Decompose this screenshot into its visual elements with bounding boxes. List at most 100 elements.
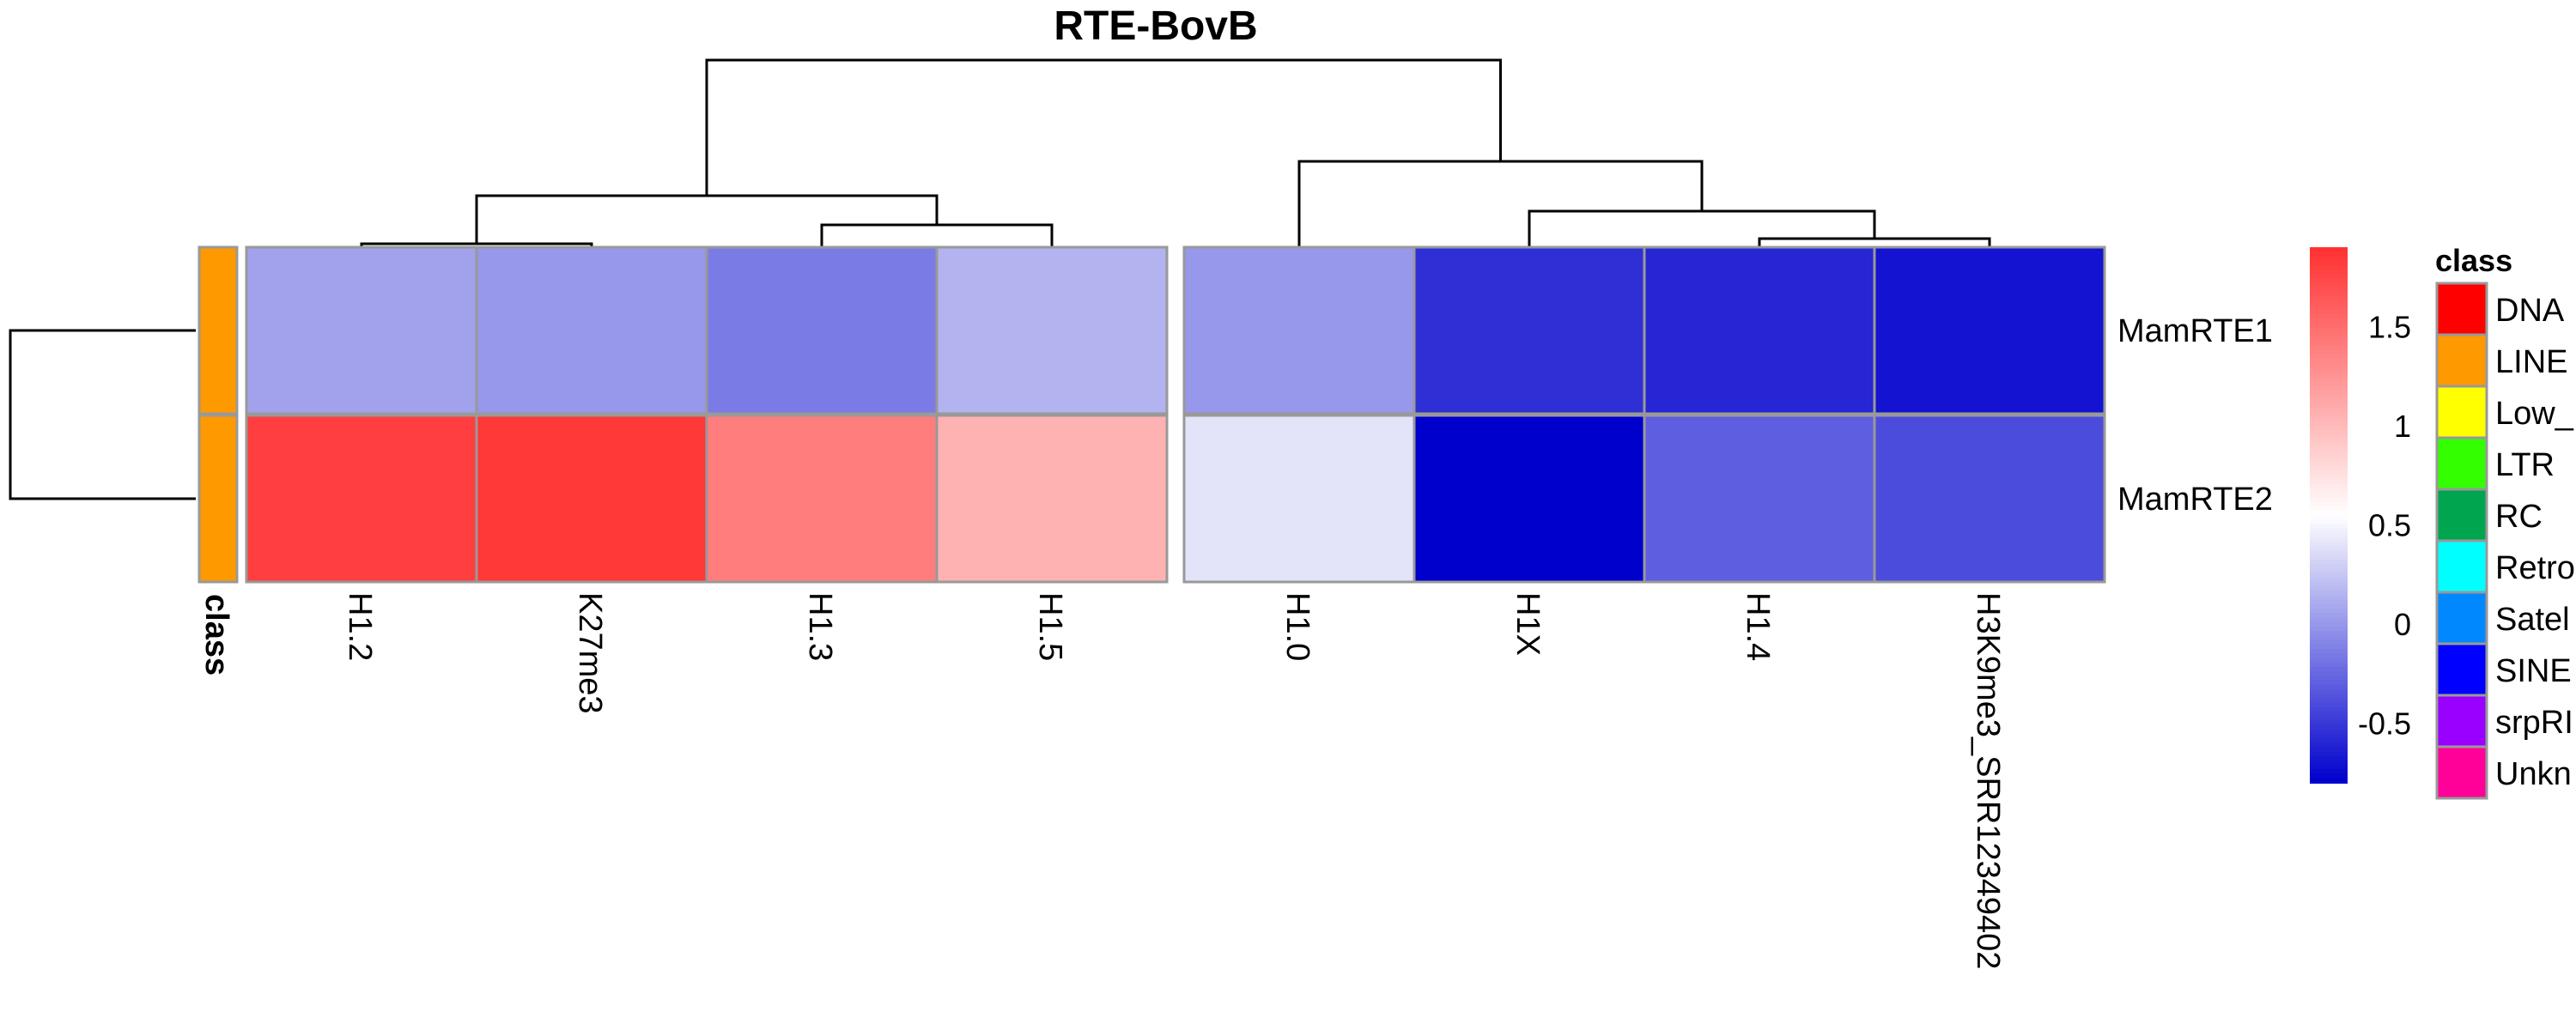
color-scale-step	[2310, 296, 2348, 302]
color-scale-step	[2310, 694, 2348, 700]
color-scale-step	[2310, 599, 2348, 605]
class-legend-swatch	[2435, 745, 2488, 800]
color-scale-step	[2310, 430, 2348, 436]
color-scale-step	[2310, 287, 2348, 293]
color-scale-step	[2310, 408, 2348, 414]
color-scale-step	[2310, 439, 2348, 445]
class-legend-swatch	[2435, 385, 2488, 439]
dendrogram-branch	[1528, 209, 1876, 247]
color-scale-step	[2310, 452, 2348, 458]
color-scale-step	[2310, 711, 2348, 717]
color-scale-step	[2310, 653, 2348, 659]
color-scale-step	[2310, 483, 2348, 489]
class-legend-swatch	[2435, 488, 2488, 542]
color-scale-step	[2310, 506, 2348, 512]
heatmap-cell	[1413, 245, 1646, 415]
color-scale-step	[2310, 434, 2348, 440]
row-labels: MamRTE1 MamRTE2	[2117, 313, 2273, 518]
heatmap-cell	[475, 245, 708, 415]
color-scale-step	[2310, 318, 2348, 324]
color-scale-step	[2310, 260, 2348, 266]
color-scale-step	[2310, 702, 2348, 708]
color-scale-step	[2310, 662, 2348, 668]
color-scale-step	[2310, 617, 2348, 623]
color-scale-step	[2310, 300, 2348, 306]
dendrogram-branch	[1297, 160, 1704, 247]
color-scale-step	[2310, 591, 2348, 597]
heatmap-cell	[1873, 414, 2106, 584]
color-scale-step	[2310, 390, 2348, 396]
column-label: H1.2	[342, 592, 378, 661]
heatmap-cells	[245, 245, 2106, 584]
color-scale-step	[2310, 582, 2348, 588]
color-scale-step	[2310, 595, 2348, 601]
column-label: H1X	[1510, 592, 1546, 656]
color-scale-step	[2310, 760, 2348, 766]
dendrogram-branch	[705, 58, 1502, 196]
row-annotation-cell	[197, 245, 239, 415]
color-scale-step	[2310, 443, 2348, 449]
color-scale-step	[2310, 398, 2348, 404]
class-legend-label: Retro	[2495, 550, 2575, 586]
color-scale-step	[2310, 698, 2348, 704]
color-scale-step	[2310, 470, 2348, 476]
heatmap-cell	[1873, 245, 2106, 415]
color-scale-step	[2310, 421, 2348, 427]
color-scale-step	[2310, 363, 2348, 369]
row-label: MamRTE1	[2117, 313, 2273, 349]
color-scale-step	[2310, 706, 2348, 712]
color-scale-step	[2310, 537, 2348, 543]
dendrogram-branch	[820, 223, 1054, 247]
color-scale-step	[2310, 385, 2348, 391]
color-scale-tick-label: 1	[2394, 409, 2411, 444]
color-scale-step	[2310, 546, 2348, 552]
color-scale-step	[2310, 349, 2348, 355]
color-scale-step	[2310, 613, 2348, 619]
color-scale-step	[2310, 639, 2348, 645]
color-scale-step	[2310, 720, 2348, 726]
class-legend-label: srpRI	[2495, 705, 2573, 741]
class-legend-label: Low_	[2495, 396, 2574, 432]
color-scale-step	[2310, 475, 2348, 481]
class-legend-swatch	[2435, 436, 2488, 491]
color-scale-step	[2310, 778, 2348, 784]
color-scale-step	[2310, 519, 2348, 525]
row-annotation-label: class	[198, 594, 234, 676]
color-scale-tick-label: -0.5	[2358, 706, 2411, 742]
color-scale-step	[2310, 747, 2348, 753]
color-scale-tick-label: 0	[2394, 607, 2411, 642]
color-scale-step	[2310, 367, 2348, 373]
color-scale-step	[2310, 305, 2348, 311]
class-legend-swatch	[2435, 282, 2488, 336]
column-label: H1.3	[802, 592, 838, 661]
heatmap-cell	[705, 414, 939, 584]
color-scale-step	[2310, 336, 2348, 342]
color-scale-step	[2310, 773, 2348, 779]
color-scale-step	[2310, 282, 2348, 288]
color-scale-step	[2310, 354, 2348, 360]
color-scale-step	[2310, 524, 2348, 530]
color-scale-step	[2310, 644, 2348, 650]
row-annotation-bar: class	[197, 245, 239, 676]
color-scale-step	[2310, 609, 2348, 615]
color-scale-step	[2310, 554, 2348, 560]
heatmap-cell	[1182, 414, 1416, 584]
color-scale-step	[2310, 680, 2348, 686]
class-legend: class DNA LINE Low_ LTR RC Retro Satel SINE srpRI…	[2435, 243, 2575, 800]
color-scale-step	[2310, 247, 2348, 253]
row-dendrogram	[9, 329, 196, 500]
color-scale-step	[2310, 573, 2348, 579]
color-scale-legend: -0.5 0 0.5 1 1.5	[2310, 247, 2411, 784]
heatmap-cell	[935, 414, 1169, 584]
heatmap-cell	[245, 245, 478, 415]
class-legend-label: RC	[2495, 499, 2543, 535]
color-scale-step	[2310, 497, 2348, 503]
class-legend-swatch	[2435, 539, 2488, 594]
color-scale-step	[2310, 755, 2348, 761]
color-scale-step	[2310, 515, 2348, 521]
color-scale-step	[2310, 627, 2348, 633]
heatmap-cell	[245, 414, 478, 584]
color-scale-step	[2310, 528, 2348, 534]
class-legend-label: LINE	[2495, 344, 2567, 380]
